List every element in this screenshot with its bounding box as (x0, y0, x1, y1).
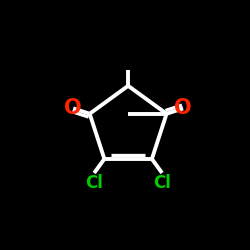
Text: Cl: Cl (85, 174, 103, 192)
Text: O: O (174, 98, 192, 118)
Text: Cl: Cl (153, 174, 171, 192)
Text: O: O (64, 98, 82, 118)
